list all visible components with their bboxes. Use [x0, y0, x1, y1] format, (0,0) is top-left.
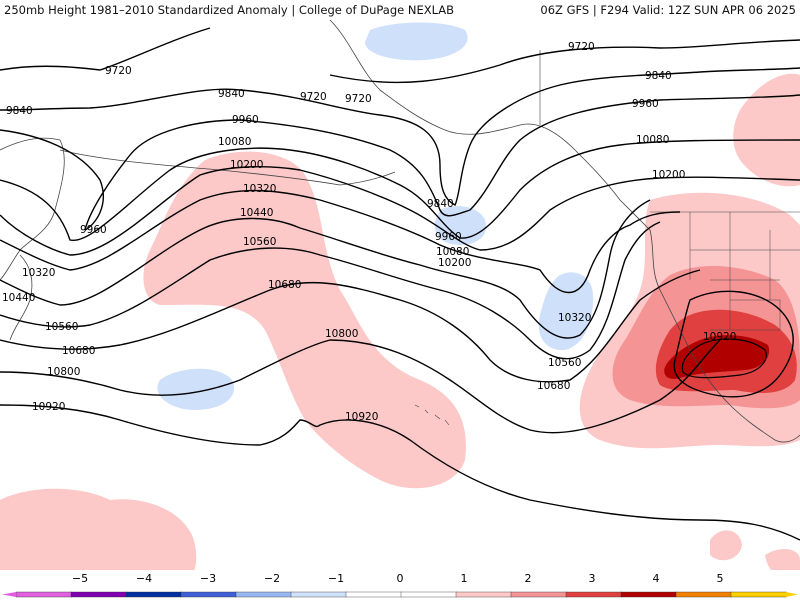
anomaly-blue-trough — [538, 272, 594, 351]
contour-11040-closed — [681, 338, 767, 379]
legend-color-segment — [400, 591, 457, 598]
contour-10560 — [0, 221, 661, 360]
legend-tick-label: −4 — [135, 572, 153, 585]
map-header: 250mb Height 1981–2010 Standardized Anom… — [0, 0, 800, 20]
legend-color-segment — [510, 591, 567, 598]
contour-label: 9720 — [300, 91, 327, 103]
coastline-aleutians — [59, 149, 396, 186]
anomaly-pink-central-pacific — [143, 151, 466, 489]
legend-tick-label: −5 — [71, 572, 89, 585]
contour-label: 10440 — [2, 292, 35, 304]
anomaly-dark-red — [664, 335, 770, 379]
contour-label: 10200 — [438, 257, 471, 269]
contour-label: 10680 — [537, 380, 570, 392]
contour-label: 9840 — [645, 70, 672, 82]
weather-map: 9720 9720 9720 9720 9840 9840 9840 9840 … — [0, 20, 800, 588]
anomaly-blue-west — [157, 368, 235, 410]
contour-label: 9960 — [232, 114, 259, 126]
contour-label: 10080 — [218, 136, 251, 148]
legend-tick-label: 4 — [652, 572, 660, 585]
coastline-japan — [9, 254, 33, 341]
legend-tick-label: 1 — [460, 572, 468, 585]
contour-10320 — [0, 189, 681, 294]
legend-tick-label: 3 — [588, 572, 596, 585]
anomaly-pink-southwest — [0, 488, 197, 588]
legend-color-segment — [235, 591, 292, 598]
contour-label: 9840 — [427, 198, 454, 210]
contour-10800 — [0, 339, 721, 434]
legend-color-segment — [730, 591, 787, 598]
contour-label: 9960 — [80, 224, 107, 236]
legend-tick-label: 0 — [396, 572, 404, 585]
coastline-asia-kamchatka — [0, 137, 65, 281]
legend-arrow-right — [786, 592, 798, 597]
contour-label: 10320 — [243, 183, 276, 195]
positive-anomaly-shading — [0, 73, 800, 588]
map-canvas: 9720 9720 9720 9720 9840 9840 9840 9840 … — [0, 20, 800, 588]
legend-color-segment — [15, 591, 72, 598]
contour-label: 9840 — [6, 105, 33, 117]
contour-label: 10080 — [636, 134, 669, 146]
anomaly-pink-small-south — [710, 530, 742, 561]
legend-tick-label: −1 — [327, 572, 345, 585]
contour-label: 10560 — [548, 357, 581, 369]
legend-tick-label: −3 — [199, 572, 217, 585]
legend-color-segment — [125, 591, 182, 598]
contour-label: 9960 — [435, 231, 462, 243]
legend-color-segment — [455, 591, 512, 598]
color-scale-legend: −5 −4 −3 −2 −1 0 1 2 3 4 5 — [0, 570, 800, 600]
contour-label: 10320 — [22, 267, 55, 279]
coastlines — [0, 20, 800, 443]
contour-label: 10920 — [345, 411, 378, 423]
contour-10920 — [0, 404, 800, 541]
contour-label: 10200 — [652, 169, 685, 181]
contour-10680 — [0, 269, 701, 383]
contour-label: 10800 — [47, 366, 80, 378]
contour-9960 — [0, 94, 800, 231]
contour-label: 10200 — [230, 159, 263, 171]
anomaly-blue-north — [365, 22, 468, 61]
contour-label: 9960 — [632, 98, 659, 110]
contour-10200 — [0, 166, 800, 256]
contour-label: 10680 — [62, 345, 95, 357]
hawaii-islands — [414, 404, 450, 426]
contour-label: 10560 — [243, 236, 276, 248]
contour-9840-west — [0, 67, 800, 206]
legend-color-segment — [565, 591, 622, 598]
map-title: 250mb Height 1981–2010 Standardized Anom… — [4, 3, 455, 17]
anomaly-pink-northeast — [733, 73, 800, 187]
legend-tick-label: 5 — [716, 572, 724, 585]
legend-color-segment — [345, 591, 402, 598]
legend-color-segment — [620, 591, 677, 598]
contour-labels: 9720 9720 9720 9720 9840 9840 9840 9840 … — [2, 41, 736, 423]
contour-9720 — [0, 27, 800, 84]
height-contours — [0, 27, 800, 541]
contour-label: 9720 — [568, 41, 595, 53]
legend-color-segment — [290, 591, 347, 598]
color-scale-bar — [2, 591, 798, 598]
coastline-alaska — [329, 20, 651, 231]
contour-10440 — [0, 199, 651, 339]
contour-10080 — [0, 139, 800, 241]
us-state-borders — [689, 212, 800, 331]
contour-label: 10320 — [558, 312, 591, 324]
contour-label: 9720 — [105, 65, 132, 77]
legend-tick-label: 2 — [524, 572, 532, 585]
legend-color-segment — [70, 591, 127, 598]
contour-label: 10080 — [436, 246, 469, 258]
contour-label: 10800 — [325, 328, 358, 340]
legend-color-segment — [675, 591, 732, 598]
contour-10920-closed — [673, 290, 794, 398]
contour-label: 10560 — [45, 321, 78, 333]
legend-arrow-left — [2, 592, 16, 597]
contour-label: 9840 — [218, 88, 245, 100]
contour-label: 10440 — [240, 207, 273, 219]
contour-label: 10680 — [268, 279, 301, 291]
contour-label: 10920 — [703, 331, 736, 343]
contour-label: 10920 — [32, 401, 65, 413]
model-run-info: 06Z GFS | F294 Valid: 12Z SUN APR 06 202… — [540, 3, 796, 17]
contour-label: 9720 — [345, 93, 372, 105]
legend-color-segment — [180, 591, 237, 598]
legend-tick-label: −2 — [263, 572, 281, 585]
